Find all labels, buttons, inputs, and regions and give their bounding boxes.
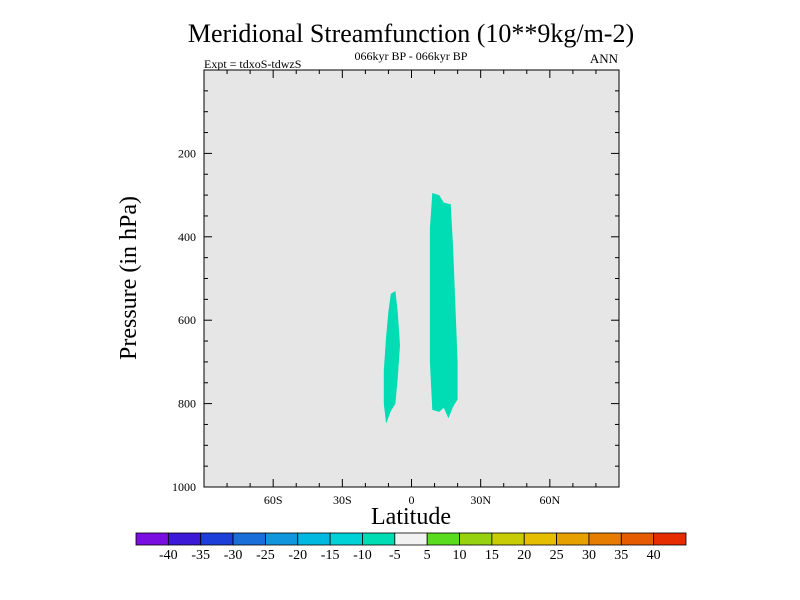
y-tick-label: 200 — [178, 146, 196, 160]
colorbar-swatch — [491, 532, 525, 546]
plot-background — [204, 70, 619, 487]
y-tick-label: 800 — [178, 397, 196, 411]
colorbar-swatch — [265, 532, 299, 546]
colorbar-label: 30 — [582, 548, 596, 563]
x-tick-label: 60S — [264, 493, 283, 507]
colorbar-swatch — [329, 532, 363, 546]
colorbar-label: 35 — [614, 548, 628, 563]
colorbar: -40 -35 -30 -25 -20 -15 -10 -5 5 10 15 20 25 30 35 40 — [135, 532, 687, 563]
colorbar-swatch — [135, 532, 169, 546]
colorbar-swatch — [523, 532, 557, 546]
x-tick-label: 30N — [470, 493, 491, 507]
colorbar-swatch — [167, 532, 202, 546]
x-tick-label: 60N — [539, 493, 560, 507]
colorbar-label: -5 — [389, 548, 401, 563]
colorbar-label: -40 — [159, 548, 178, 563]
subtitle-center: 066kyr BP - 066kyr BP — [355, 49, 468, 63]
colorbar-label: -15 — [321, 548, 340, 563]
plot-area — [203, 69, 620, 488]
colorbar-label: 10 — [453, 548, 467, 563]
y-tick-label: 600 — [178, 313, 196, 327]
colorbar-label: 5 — [424, 548, 431, 563]
x-tick-label: 0 — [409, 493, 415, 507]
colorbar-swatch — [620, 532, 655, 546]
x-axis-label: Latitude — [371, 504, 451, 530]
x-axis: 60S 30S 0 30N 60N — [203, 70, 620, 507]
subtitle-right: ANN — [590, 51, 619, 66]
colorbar-label: -10 — [353, 548, 372, 563]
filled-region — [429, 193, 458, 419]
colorbar-label: -25 — [256, 548, 275, 563]
y-tick-label: 1000 — [172, 480, 196, 494]
colorbar-swatch — [232, 532, 266, 546]
colorbar-swatch — [394, 532, 428, 546]
colorbar-label: 15 — [485, 548, 499, 563]
colorbar-swatch — [556, 532, 590, 546]
colorbar-label: -30 — [224, 548, 243, 563]
colorbar-swatch — [297, 532, 331, 546]
chart-title: Meridional Streamfunction (10**9kg/m-2) — [188, 19, 634, 48]
colorbar-swatch — [362, 532, 396, 546]
colorbar-label: 25 — [550, 548, 564, 563]
colorbar-swatch — [459, 532, 493, 546]
colorbar-swatch — [588, 532, 622, 546]
subtitle-left: Expt = tdxoS-tdwzS — [204, 57, 301, 71]
y-axis-label: Pressure (in hPa) — [116, 196, 142, 360]
y-tick-label: 400 — [178, 230, 196, 244]
colorbar-swatch — [426, 532, 460, 546]
colorbar-label: -35 — [191, 548, 210, 563]
colorbar-swatch — [200, 532, 234, 546]
filled-region — [383, 291, 400, 424]
colorbar-swatch — [653, 532, 687, 546]
x-tick-label: 30S — [333, 493, 352, 507]
colorbar-label: 20 — [517, 548, 531, 563]
colorbar-label: -20 — [288, 548, 307, 563]
y-axis: 200 400 600 800 1000 — [172, 69, 619, 494]
colorbar-label: 40 — [647, 548, 661, 563]
